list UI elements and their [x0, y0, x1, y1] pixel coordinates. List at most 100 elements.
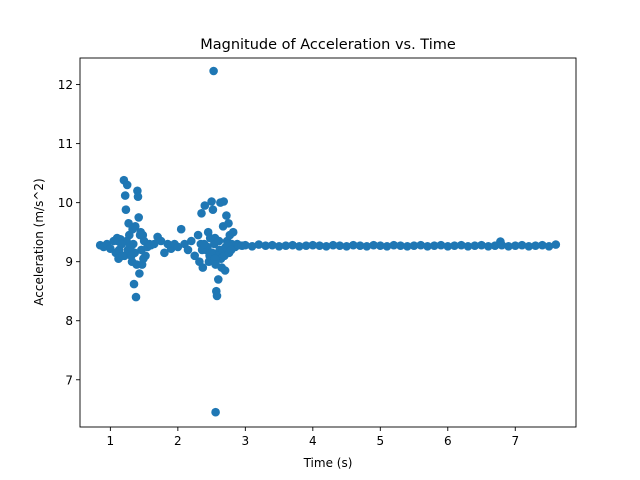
data-point [121, 205, 131, 214]
data-point [396, 241, 405, 250]
data-point [288, 240, 297, 250]
data-point [211, 407, 220, 417]
data-point [349, 240, 358, 250]
data-point [176, 224, 186, 234]
data-point [133, 192, 143, 201]
data-point [199, 239, 209, 249]
data-point [226, 245, 236, 255]
data-point [207, 197, 216, 206]
data-point [212, 291, 222, 301]
data-point [198, 263, 208, 272]
data-point [208, 205, 218, 214]
data-point [131, 292, 141, 302]
data-point [362, 242, 372, 251]
data-point [531, 241, 540, 250]
data-point [116, 239, 126, 249]
data-point [538, 240, 547, 250]
data-point [436, 240, 446, 250]
x-axis-label: Time (s) [303, 456, 353, 470]
data-point [409, 241, 419, 250]
data-point [463, 242, 473, 251]
y-axis-label: Acceleration (m/s^2) [32, 178, 46, 305]
data-point [214, 236, 224, 246]
x-tick-label: 7 [511, 434, 519, 448]
data-point [173, 242, 183, 252]
data-point [209, 66, 218, 76]
data-points [95, 66, 561, 417]
data-point [544, 242, 554, 251]
data-point [430, 241, 439, 250]
data-point [268, 240, 277, 250]
data-point [129, 279, 139, 289]
y-tick-label: 11 [58, 137, 73, 151]
data-point [183, 245, 193, 255]
x-tick-label: 2 [174, 434, 182, 448]
plot-frame [79, 57, 577, 428]
data-point [376, 241, 385, 250]
data-point [219, 197, 228, 206]
data-point [193, 230, 203, 240]
data-point [131, 222, 140, 231]
data-point [517, 240, 527, 250]
data-point [382, 242, 392, 251]
data-point [254, 240, 264, 249]
x-tick-label: 1 [107, 434, 115, 448]
chart-title: Magnitude of Acceleration vs. Time [200, 37, 456, 53]
data-point [135, 269, 144, 278]
y-axis: 7 8 9 10 11 12 [58, 78, 80, 387]
data-point [274, 242, 284, 251]
data-point [355, 241, 365, 250]
data-point [222, 211, 231, 220]
data-point [132, 260, 141, 269]
data-point [443, 242, 453, 251]
data-point [504, 242, 513, 251]
data-point [224, 219, 233, 228]
data-point [403, 242, 412, 251]
data-point [214, 275, 223, 284]
data-point [200, 201, 210, 210]
data-point [315, 241, 324, 250]
data-point [205, 233, 215, 243]
data-point [477, 240, 486, 250]
data-point [450, 241, 459, 250]
y-tick-label: 7 [65, 373, 73, 387]
data-point [457, 240, 466, 250]
data-point [118, 251, 127, 261]
data-point [228, 227, 238, 237]
data-point [389, 240, 399, 250]
data-point [281, 241, 291, 250]
data-point [139, 254, 148, 263]
y-tick-label: 9 [65, 255, 73, 269]
data-point [190, 251, 199, 261]
data-point [369, 240, 378, 250]
data-point [156, 236, 166, 246]
data-point [197, 209, 206, 218]
x-axis: 1 2 3 4 5 6 7 [107, 427, 519, 448]
data-point [423, 242, 432, 251]
data-point [261, 241, 270, 250]
y-tick-label: 12 [58, 78, 73, 92]
data-point [122, 180, 132, 190]
y-tick-label: 8 [65, 314, 73, 328]
x-tick-label: 5 [376, 434, 384, 448]
data-point [416, 240, 426, 250]
data-point [247, 242, 257, 251]
data-point [484, 242, 493, 251]
data-point [241, 240, 250, 250]
data-point [551, 240, 561, 249]
x-tick-label: 6 [444, 434, 452, 448]
data-point [125, 242, 135, 252]
x-tick-label: 4 [309, 434, 317, 448]
data-point [511, 241, 520, 250]
data-point [301, 241, 311, 250]
data-point [308, 240, 318, 250]
data-point [470, 241, 480, 250]
data-point [135, 230, 145, 240]
data-point [187, 236, 196, 246]
data-point [342, 242, 351, 251]
y-tick-label: 10 [58, 196, 73, 210]
data-point [149, 239, 159, 249]
data-point [127, 251, 136, 261]
data-point [322, 242, 331, 251]
